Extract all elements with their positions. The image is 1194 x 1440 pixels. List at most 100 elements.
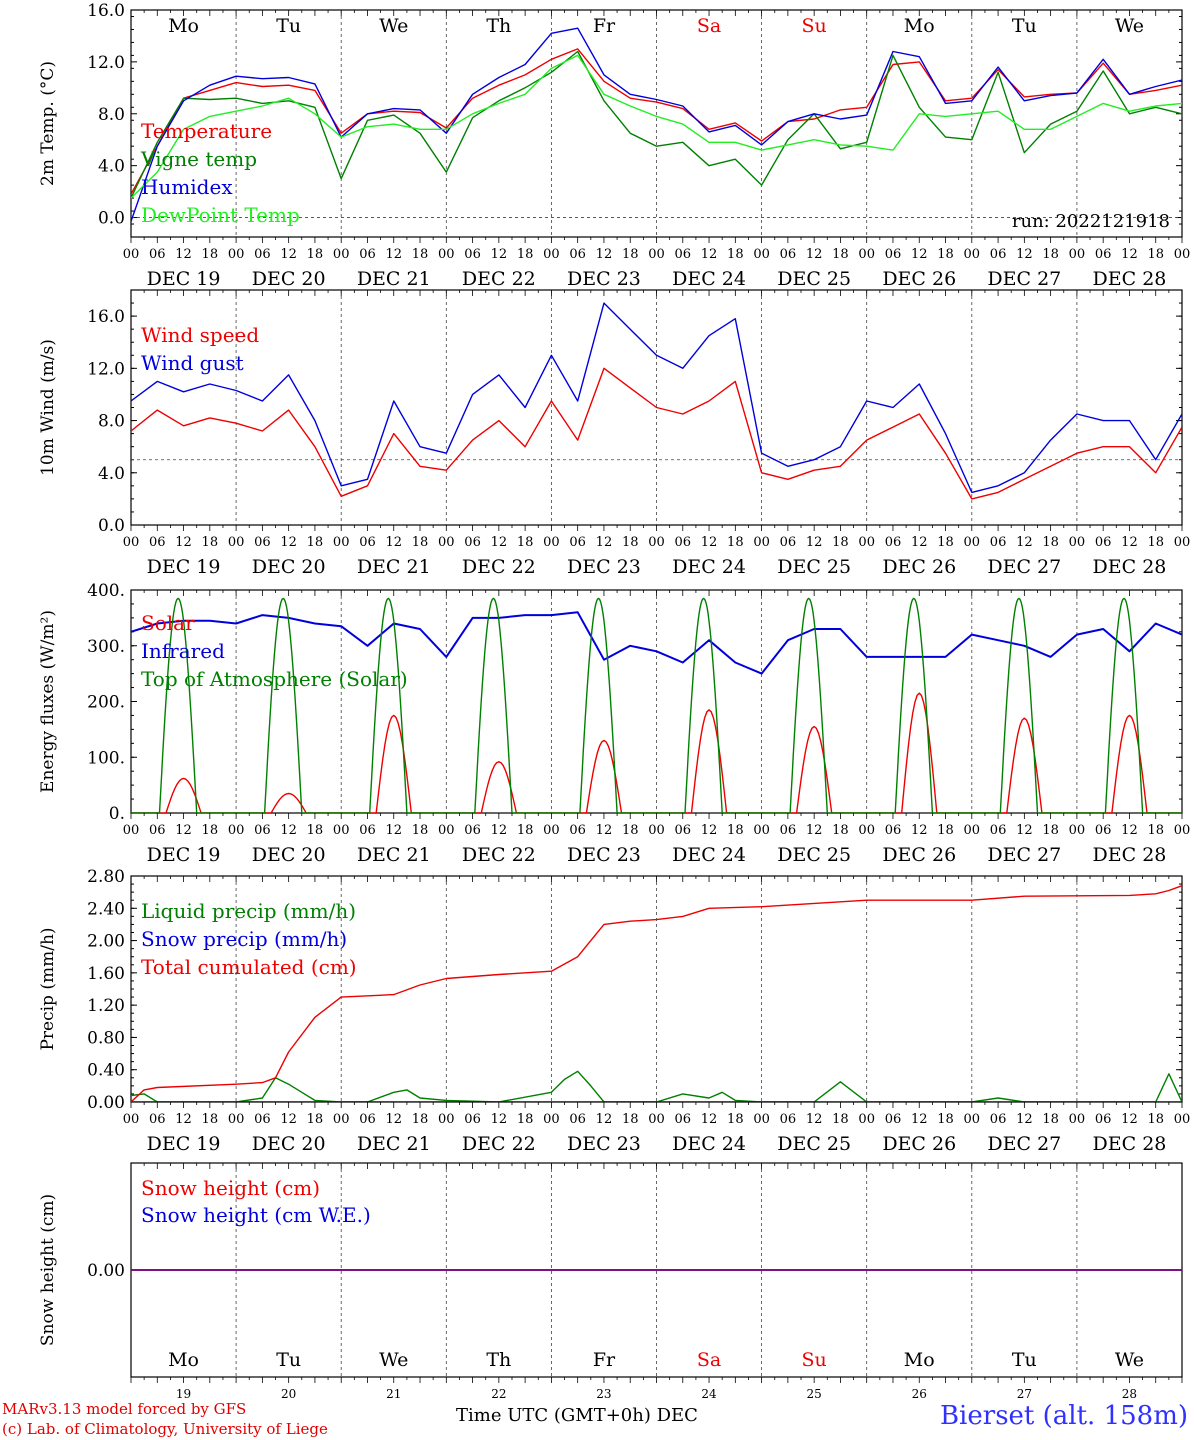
x-hour-label: 06 — [254, 823, 271, 838]
weekday-label: Mo — [904, 15, 935, 37]
x-hour-label: 18 — [1147, 1112, 1164, 1127]
series-line — [131, 1070, 1182, 1102]
day-number-label: 25 — [807, 1387, 822, 1401]
x-date-label: DEC 26 — [882, 844, 956, 866]
day-number-label: 26 — [912, 1387, 927, 1401]
x-hour-label: 06 — [885, 247, 902, 262]
x-date-label: DEC 22 — [462, 1133, 536, 1155]
x-hour-label: 06 — [569, 1112, 586, 1127]
x-hour-label: 18 — [937, 247, 954, 262]
x-hour-label: 18 — [727, 1112, 744, 1127]
y-tick-label: 2.00 — [87, 932, 125, 952]
x-hour-label: 00 — [123, 247, 140, 262]
x-hour-label: 00 — [543, 247, 560, 262]
x-hour-label: 00 — [333, 247, 350, 262]
legend-entry: Total cumulated (cm) — [141, 955, 357, 979]
x-hour-label: 18 — [517, 823, 534, 838]
y-tick-label: 300. — [87, 637, 125, 657]
x-date-label: DEC 24 — [672, 556, 746, 578]
day-number-label: 23 — [596, 1387, 611, 1401]
weekday-label: Th — [486, 1349, 511, 1371]
legend-entry: Temperature — [141, 119, 272, 143]
x-hour-label: 12 — [596, 535, 613, 550]
x-hour-label: 12 — [701, 823, 718, 838]
x-hour-label: 06 — [675, 535, 692, 550]
x-hour-label: 00 — [964, 1112, 981, 1127]
x-hour-label: 06 — [149, 535, 166, 550]
day-number-label: 24 — [701, 1387, 717, 1401]
x-date-label: DEC 28 — [1093, 1133, 1167, 1155]
x-date-label: DEC 20 — [252, 268, 326, 290]
x-hour-label: 18 — [727, 247, 744, 262]
weekday-label: Sa — [697, 1349, 721, 1371]
legend-entry: Solar — [141, 611, 195, 635]
y-tick-label: 0.00 — [87, 1093, 125, 1113]
x-hour-label: 18 — [517, 247, 534, 262]
x-hour-label: 06 — [254, 535, 271, 550]
x-hour-label: 18 — [412, 823, 429, 838]
x-hour-label: 12 — [701, 247, 718, 262]
x-hour-label: 00 — [1069, 535, 1086, 550]
x-hour-label: 00 — [858, 1112, 875, 1127]
series-line — [131, 611, 1182, 675]
x-hour-label: 00 — [858, 535, 875, 550]
x-hour-label: 12 — [385, 1112, 402, 1127]
x-date-label: DEC 27 — [987, 268, 1061, 290]
station-name: Bierset (alt. 158m) — [939, 1401, 1188, 1431]
y-tick-label: 1.20 — [87, 996, 125, 1016]
day-number-label: 20 — [281, 1387, 296, 1401]
plot-area — [131, 27, 1182, 222]
x-hour-label: 06 — [359, 823, 376, 838]
x-hour-label: 12 — [1121, 1112, 1138, 1127]
x-hour-label: 12 — [911, 823, 928, 838]
x-date-label: DEC 19 — [147, 556, 221, 578]
y-tick-label: 0.80 — [87, 1028, 125, 1048]
y-tick-label: 2.40 — [87, 899, 125, 919]
day-number-label: 21 — [386, 1387, 401, 1401]
x-hour-label: 18 — [202, 247, 219, 262]
x-date-label: DEC 27 — [987, 844, 1061, 866]
x-hour-label: 00 — [648, 535, 665, 550]
x-hour-label: 00 — [438, 1112, 455, 1127]
x-hour-label: 06 — [569, 823, 586, 838]
x-hour-label: 12 — [491, 535, 508, 550]
x-hour-label: 12 — [385, 247, 402, 262]
x-hour-label: 06 — [990, 1112, 1007, 1127]
x-hour-label: 00 — [648, 823, 665, 838]
y-tick-label: 100. — [87, 748, 125, 768]
x-hour-label: 06 — [780, 1112, 797, 1127]
x-date-label: DEC 25 — [777, 556, 851, 578]
x-hour-label: 06 — [359, 535, 376, 550]
x-date-label: DEC 22 — [462, 844, 536, 866]
weekday-label: Th — [486, 15, 511, 37]
series-line — [131, 27, 1182, 222]
x-hour-label: 06 — [990, 823, 1007, 838]
x-hour-label: 18 — [1147, 823, 1164, 838]
day-number-label: 22 — [491, 1387, 506, 1401]
x-hour-label: 00 — [858, 823, 875, 838]
x-hour-label: 06 — [675, 1112, 692, 1127]
x-hour-label: 00 — [648, 247, 665, 262]
x-hour-label: 12 — [596, 823, 613, 838]
x-hour-label: 00 — [964, 247, 981, 262]
x-hour-label: 00 — [753, 1112, 770, 1127]
x-date-label: DEC 22 — [462, 556, 536, 578]
x-hour-label: 06 — [885, 1112, 902, 1127]
legend-entry: Liquid precip (mm/h) — [141, 899, 356, 923]
x-hour-label: 12 — [911, 247, 928, 262]
x-hour-label: 12 — [175, 247, 192, 262]
legend-entry: Wind speed — [141, 323, 259, 347]
x-hour-label: 12 — [1016, 1112, 1033, 1127]
x-hour-label: 18 — [622, 823, 639, 838]
x-hour-label: 06 — [1095, 247, 1112, 262]
x-hour-label: 12 — [701, 535, 718, 550]
x-axis-month: DEC — [656, 1405, 698, 1426]
x-axis-label: Time UTC (GMT+0h) — [456, 1405, 651, 1426]
x-hour-label: 06 — [1095, 535, 1112, 550]
x-hour-label: 00 — [1174, 247, 1191, 262]
weekday-label: Sa — [697, 15, 721, 37]
x-hour-label: 18 — [832, 823, 849, 838]
x-hour-label: 18 — [307, 1112, 324, 1127]
x-hour-label: 18 — [1042, 247, 1059, 262]
y-tick-label: 0.40 — [87, 1061, 125, 1081]
